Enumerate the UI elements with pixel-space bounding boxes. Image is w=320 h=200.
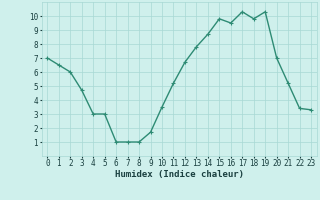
X-axis label: Humidex (Indice chaleur): Humidex (Indice chaleur) <box>115 170 244 179</box>
